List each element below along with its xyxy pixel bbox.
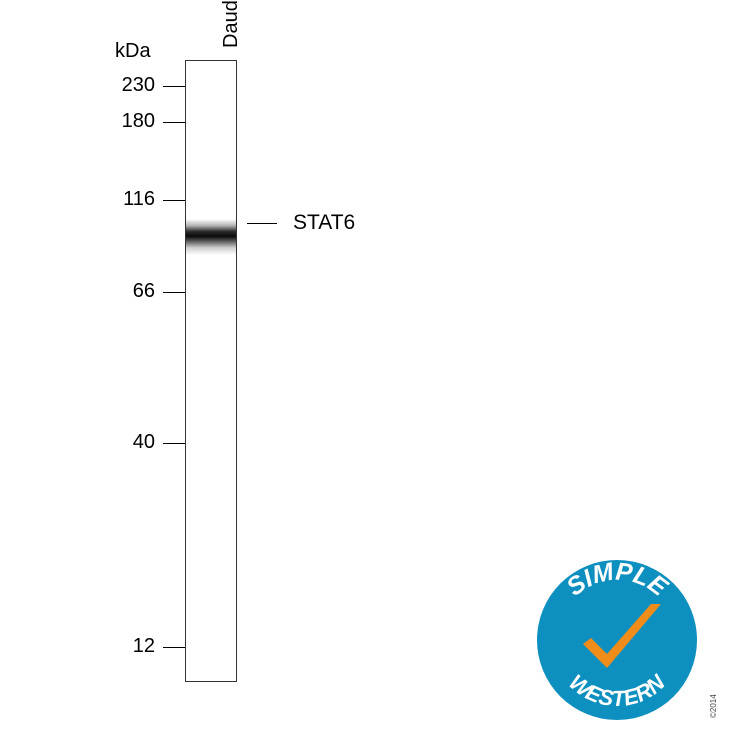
marker-tick (163, 443, 185, 444)
protein-band (186, 219, 236, 255)
copyright-text: ©2014 (709, 694, 718, 718)
blot-lane (185, 60, 237, 682)
lane-label: Daudi (220, 0, 243, 48)
marker-tick (163, 200, 185, 201)
marker-tick (163, 122, 185, 123)
unit-label: kDa (115, 40, 151, 63)
marker-tick (163, 292, 185, 293)
marker-tick (163, 86, 185, 87)
marker-label: 230 (95, 74, 155, 97)
simple-western-badge: SIMPLE WESTERN (527, 550, 707, 730)
target-tick (247, 223, 277, 224)
marker-label: 66 (95, 280, 155, 303)
target-label: STAT6 (293, 211, 355, 235)
marker-label: 180 (95, 110, 155, 133)
marker-tick (163, 647, 185, 648)
marker-label: 12 (95, 635, 155, 658)
marker-label: 116 (95, 188, 155, 211)
marker-label: 40 (95, 431, 155, 454)
